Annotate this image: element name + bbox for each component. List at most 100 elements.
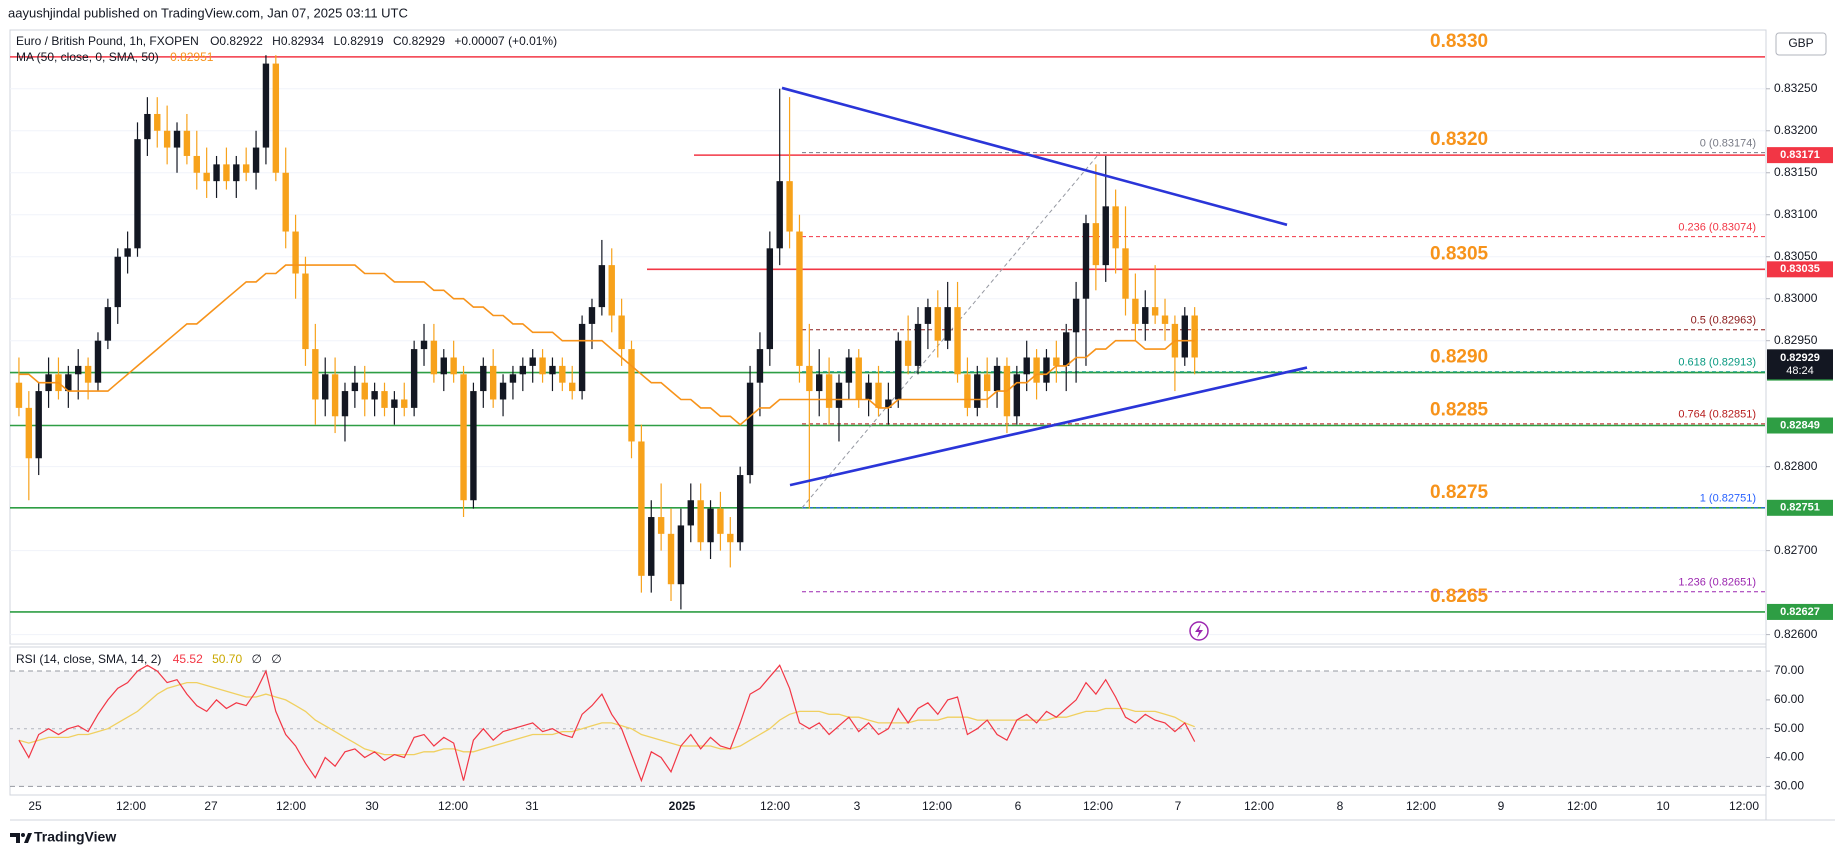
candle-body	[1043, 357, 1050, 383]
rsi-tick-label: 50.00	[1774, 721, 1804, 735]
candle-body	[460, 374, 467, 501]
candle-body	[331, 374, 339, 417]
candle-body	[549, 365, 556, 375]
candle-body	[895, 340, 902, 400]
candle-body	[213, 164, 220, 182]
legend-high: H0.82934	[272, 34, 324, 48]
axis-layer: 0.832500.832000.831500.831000.830500.830…	[28, 81, 1833, 813]
candle-body	[944, 307, 951, 341]
candle-body	[262, 63, 270, 148]
x-tick-label: 12:00	[276, 799, 306, 813]
level-annotation: 0.8320	[1430, 129, 1488, 150]
candle-body	[598, 265, 606, 308]
candle-body	[65, 374, 72, 392]
candle-body	[322, 374, 329, 400]
logo-mark	[10, 833, 20, 843]
candle-body	[806, 365, 813, 392]
candle-body	[845, 357, 853, 383]
trendline	[789, 366, 1308, 487]
y-tick-label: 0.82600	[1774, 627, 1818, 641]
x-tick-label: 12:00	[1083, 799, 1113, 813]
candle-body	[499, 382, 507, 400]
rsi-tick-label: 70.00	[1774, 663, 1804, 677]
candle-body	[855, 357, 862, 400]
x-tick-label: 7	[1175, 799, 1182, 813]
rsi-tick-label: 40.00	[1774, 750, 1804, 764]
trendline	[781, 86, 1288, 227]
candle-body	[569, 382, 576, 392]
candle-body	[144, 113, 151, 140]
candle-body	[776, 181, 783, 249]
candle-body	[559, 365, 566, 383]
candle-body	[865, 382, 872, 400]
candle-body	[203, 172, 210, 182]
level-badge-label: 0.82627	[1780, 606, 1820, 618]
y-tick-label: 0.83200	[1774, 123, 1818, 137]
candle-body	[292, 231, 299, 274]
candle-body	[75, 365, 82, 375]
candle-body	[677, 525, 685, 585]
y-tick-label: 0.82700	[1774, 543, 1818, 557]
candle-body	[1082, 223, 1090, 299]
price-badge	[1767, 349, 1833, 380]
candle-body	[1191, 315, 1198, 358]
alert-icon[interactable]	[1189, 621, 1209, 641]
candle-body	[233, 164, 240, 182]
candle-body	[351, 382, 359, 392]
candle-body	[707, 508, 714, 543]
level-annotation: 0.8285	[1430, 400, 1489, 421]
currency: GBP	[1788, 36, 1813, 50]
brand-logo[interactable]	[10, 833, 32, 843]
fib-label: 1 (0.82751)	[1700, 493, 1756, 505]
candle-body	[430, 340, 438, 375]
level-badge	[1767, 603, 1833, 620]
candle-body	[1142, 307, 1149, 324]
x-tick-label: 9	[1498, 799, 1505, 813]
rsi-extra: ∅	[251, 652, 261, 666]
candle-body	[934, 307, 941, 341]
candle-body	[648, 517, 655, 576]
rsi-line	[18, 664, 1196, 783]
level-badge-label: 0.83171	[1780, 149, 1820, 161]
candle-body	[608, 265, 615, 316]
candle-body	[401, 399, 408, 408]
fib-label: 0.236 (0.83074)	[1678, 221, 1756, 233]
rsi-ma-last: 50.70	[212, 652, 242, 666]
candle-body	[312, 349, 319, 400]
candle-body	[173, 130, 181, 148]
y-tick-label: 0.83100	[1774, 207, 1818, 221]
candle-body	[1063, 332, 1070, 366]
legend-rsi: RSI (14, close, SMA, 14, 2) 45.52 50.70 …	[16, 652, 282, 666]
candle-body	[964, 374, 971, 408]
levels-layer	[10, 56, 1765, 613]
candle-body	[954, 307, 961, 375]
candle-body	[1132, 298, 1139, 324]
candle-body	[420, 340, 428, 350]
candle-body	[727, 533, 734, 543]
candle-body	[529, 357, 536, 366]
legend-change: +0.00007 (+0.01%)	[454, 34, 557, 48]
candle-body	[687, 500, 694, 526]
currency-box[interactable]	[1775, 32, 1827, 56]
y-tick-label: 0.82950	[1774, 333, 1818, 347]
candle-body	[539, 357, 546, 375]
x-tick-label: 12:00	[1567, 799, 1597, 813]
x-tick-label: 27	[204, 799, 218, 813]
alert-bolt	[1195, 624, 1203, 638]
candle-body	[638, 441, 645, 576]
fib-trend	[801, 152, 1101, 509]
x-tick-label: 8	[1337, 799, 1344, 813]
y-tick-label: 0.83050	[1774, 249, 1818, 263]
level-annotation: 0.8265	[1430, 586, 1489, 607]
candle-body	[756, 349, 764, 383]
fib-label: 0.618 (0.82913)	[1678, 357, 1756, 369]
level-badge-label: 0.82849	[1780, 419, 1820, 431]
candle-body	[440, 357, 447, 375]
legend-main: Euro / British Pound, 1h, FXOPEN O0.8292…	[16, 34, 557, 48]
legend-close: C0.82929	[393, 34, 445, 48]
x-tick-label: 12:00	[438, 799, 468, 813]
candle-body	[84, 365, 92, 383]
fib-label: 0 (0.83174)	[1700, 138, 1756, 150]
level-badge-label: 0.83035	[1780, 263, 1820, 275]
rsi-tick-label: 60.00	[1774, 692, 1804, 706]
